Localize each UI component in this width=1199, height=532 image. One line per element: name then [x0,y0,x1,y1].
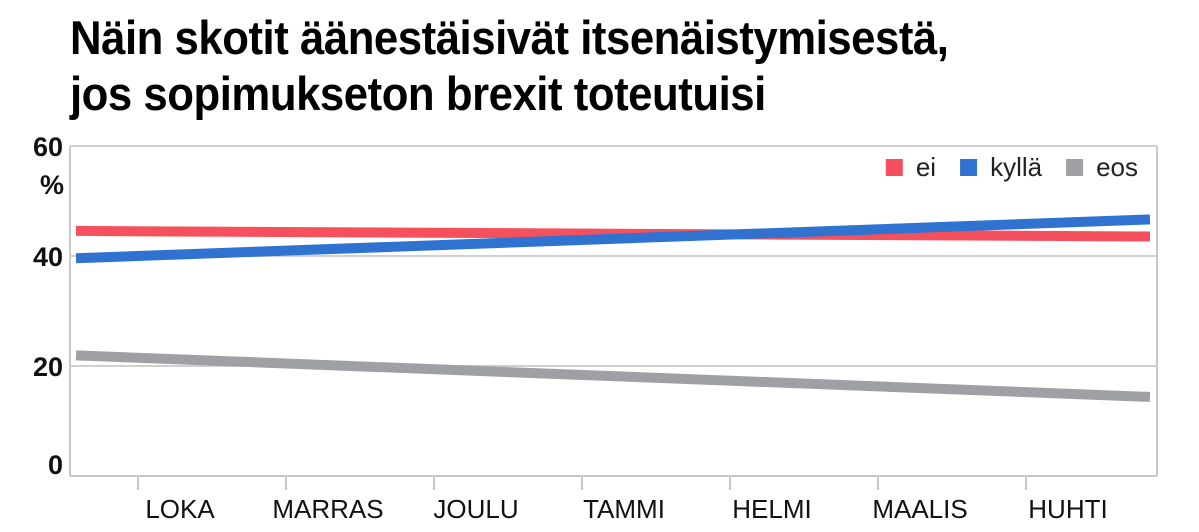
legend-label-eos: eos [1096,152,1138,182]
y-tick-label: 60 [33,132,63,162]
x-tick-label: MARRAS [272,494,383,524]
legend-label-ei: ei [916,152,936,182]
legend: eos kyllä ei [885,152,1138,182]
series-line-eos [75,350,1151,402]
y-tick-label: 0 [48,450,63,480]
legend-swatch-ei [885,159,903,176]
gridlines [69,145,1158,477]
x-axis-ticks: LOKA MARRAS JOULU TAMMI HELMI MAALIS HUHTI [137,476,1108,524]
x-tick-label: MAALIS [872,494,967,524]
x-tick-label: LOKA [145,494,215,524]
y-tick-label: 40 [33,242,63,272]
y-tick-label: 20 [33,352,63,382]
x-tick-label: TAMMI [583,494,665,524]
legend-swatch-kyllä [960,159,978,176]
chart-title-line-2: jos sopimukseton brexit toteutuisi [70,67,766,120]
series-lines [75,214,1151,402]
series-line-kyllä [75,214,1151,264]
legend-label-kyllä: kyllä [990,152,1043,182]
series-line-ei [75,225,1151,242]
x-tick-label: HELMI [732,494,811,524]
y-axis-ticks: 0 20 40 60 [33,132,63,480]
x-tick-label: JOULU [433,494,518,524]
chart-title: Näin skotit äänestäisivät itsenäistymise… [70,10,1102,122]
x-tick-label: HUHTI [1028,494,1107,524]
y-axis-unit-label: % [40,170,64,200]
chart-title-line-1: Näin skotit äänestäisivät itsenäistymise… [70,11,949,64]
legend-swatch-eos [1066,159,1084,176]
